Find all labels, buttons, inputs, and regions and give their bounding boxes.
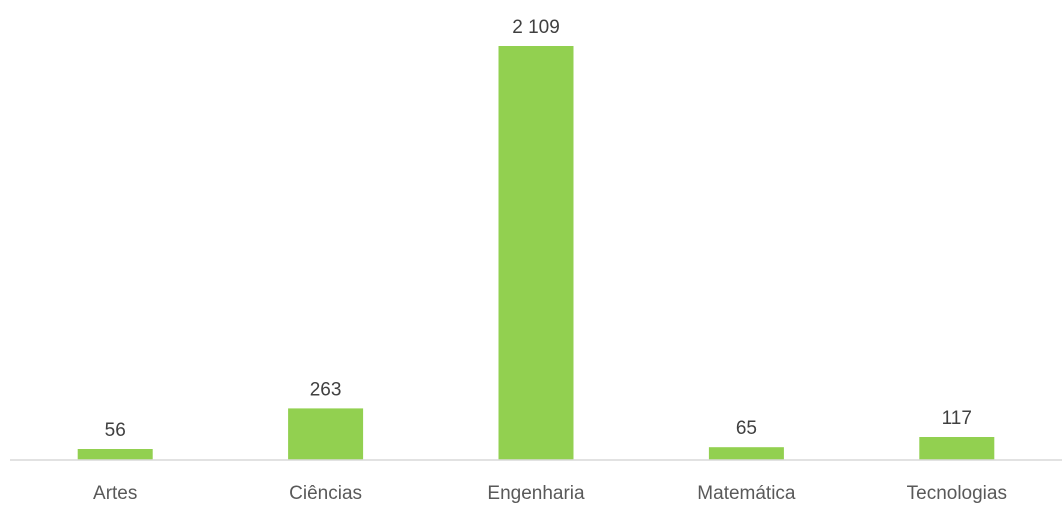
bar-artes <box>77 449 153 460</box>
data-label-engenharia: 2 109 <box>512 17 560 38</box>
data-label-ciências: 263 <box>310 379 342 400</box>
data-label-artes: 56 <box>105 420 126 441</box>
x-tick-label-artes: Artes <box>93 483 137 504</box>
bars-group <box>77 46 995 460</box>
value-labels-group: 56 263 2 109 65 117 <box>105 17 972 441</box>
x-tick-label-matemática: Matemática <box>697 483 796 504</box>
data-label-tecnologias: 117 <box>942 408 972 429</box>
bar-matemática <box>708 447 784 460</box>
data-label-matemática: 65 <box>736 418 757 439</box>
bar-engenharia <box>498 46 574 460</box>
bar-tecnologias <box>919 437 995 460</box>
x-tick-label-engenharia: Engenharia <box>487 483 585 504</box>
x-tick-label-ciências: Ciências <box>289 483 362 504</box>
bar-ciências <box>288 408 364 460</box>
x-tick-labels-group: Artes Ciências Engenharia Matemática Tecnolo… <box>93 483 1007 504</box>
x-tick-label-tecnologias: Tecnologias <box>907 483 1007 504</box>
